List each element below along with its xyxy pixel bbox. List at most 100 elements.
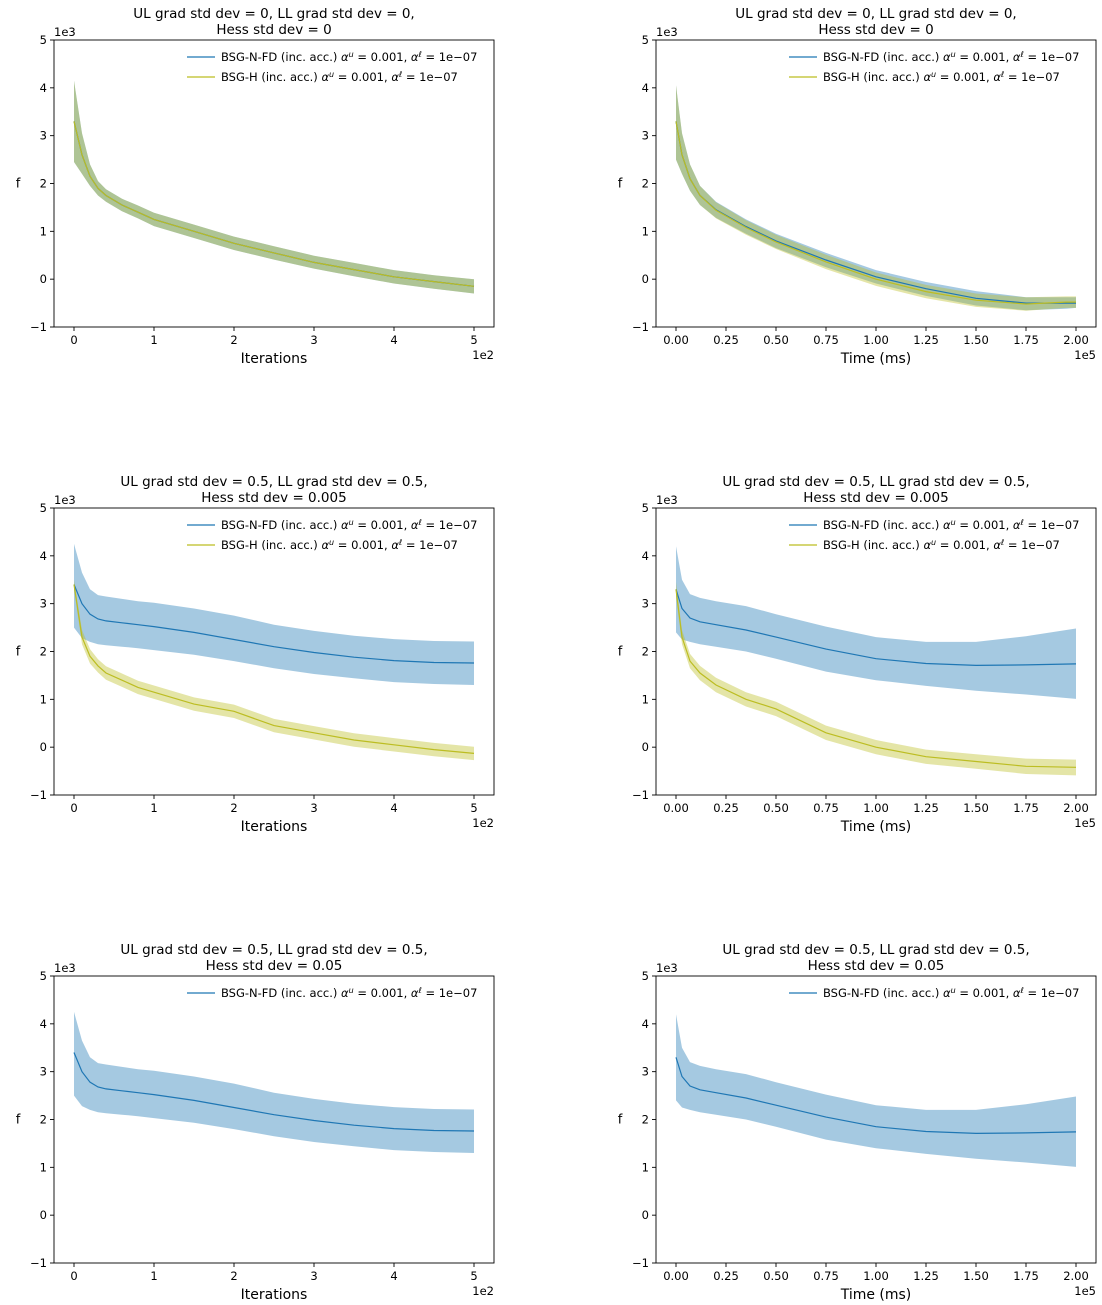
chart-title-line: UL grad std dev = 0.5, LL grad std dev =…	[120, 474, 427, 490]
x-tick-label: 1.25	[913, 1269, 939, 1283]
y-tick-label: 5	[40, 33, 47, 47]
x-tick-label: 0.25	[713, 1269, 739, 1283]
chart-title-line: Hess std dev = 0	[818, 22, 933, 38]
y-tick-label: 3	[642, 129, 649, 143]
x-offset-label: 1e5	[1074, 816, 1096, 830]
legend-entry: BSG-H (inc. acc.) αu = 0.001, αℓ = 1e−07	[823, 538, 1060, 553]
x-axis-label: Iterations	[241, 1287, 308, 1303]
y-tick-label: 0	[40, 1208, 47, 1222]
legend-entry: BSG-N-FD (inc. acc.) αu = 0.001, αℓ = 1e…	[221, 986, 477, 1001]
series-band-1	[676, 546, 1076, 699]
series-line-1	[73, 121, 475, 287]
series-line-2	[675, 589, 1077, 768]
x-tick-label: 4	[390, 333, 397, 347]
y-tick-label: 5	[642, 969, 649, 983]
y-axis-label: f	[16, 645, 21, 660]
chart-title-line: UL grad std dev = 0.5, LL grad std dev =…	[722, 942, 1029, 958]
series-band-1	[74, 1011, 474, 1153]
x-tick-label: 0.25	[713, 801, 739, 815]
x-axis-label: Time (ms)	[840, 351, 912, 367]
x-tick-label: 3	[310, 1269, 317, 1283]
x-tick-label: 1.50	[963, 333, 989, 347]
y-tick-label: 5	[40, 969, 47, 983]
y-tick-label: 5	[40, 501, 47, 515]
legend-entry: BSG-N-FD (inc. acc.) αu = 0.001, αℓ = 1e…	[221, 518, 477, 533]
x-tick-label: 2	[230, 801, 237, 815]
x-tick-label: 1.75	[1013, 801, 1039, 815]
y-tick-label: 2	[642, 1113, 649, 1127]
chart-title-line: UL grad std dev = 0.5, LL grad std dev =…	[120, 942, 427, 958]
chart-title-line: UL grad std dev = 0.5, LL grad std dev =…	[722, 474, 1029, 490]
series-band-1	[676, 1014, 1076, 1167]
legend-entry: BSG-N-FD (inc. acc.) αu = 0.001, αℓ = 1e…	[823, 518, 1079, 533]
x-offset-label: 1e5	[1074, 1284, 1096, 1298]
x-offset-label: 1e2	[472, 348, 494, 362]
x-tick-label: 1.25	[913, 801, 939, 815]
y-tick-label: 4	[642, 81, 649, 95]
series-band-1	[74, 543, 474, 685]
series-band-2	[74, 579, 474, 761]
y-tick-label: 4	[642, 549, 649, 563]
x-offset-label: 1e2	[472, 816, 494, 830]
x-tick-label: 0.50	[763, 1269, 789, 1283]
y-tick-label: 5	[642, 33, 649, 47]
y-tick-label: 3	[40, 129, 47, 143]
y-tick-label: 1	[40, 692, 47, 706]
y-offset-label: 1e3	[54, 961, 76, 975]
y-axis-label: f	[16, 1113, 21, 1128]
x-tick-label: 1.50	[963, 1269, 989, 1283]
chart-title-line: Hess std dev = 0	[216, 22, 331, 38]
plot-area	[73, 543, 475, 761]
y-offset-label: 1e3	[656, 25, 678, 39]
chart-panel-5: UL grad std dev = 0.5, LL grad std dev =…	[16, 942, 495, 1303]
x-axis-label: Iterations	[241, 351, 308, 367]
chart-title-line: Hess std dev = 0.05	[808, 958, 945, 974]
chart-panel-4: UL grad std dev = 0.5, LL grad std dev =…	[618, 474, 1097, 835]
y-tick-label: 4	[40, 1017, 47, 1031]
chart-title-line: Hess std dev = 0.05	[206, 958, 343, 974]
y-axis-label: f	[618, 1113, 623, 1128]
y-tick-label: 2	[40, 1113, 47, 1127]
y-tick-label: 0	[40, 740, 47, 754]
x-tick-label: 2	[230, 333, 237, 347]
x-tick-label: 1.75	[1013, 333, 1039, 347]
y-tick-label: 0	[642, 740, 649, 754]
series-line-1	[73, 584, 475, 664]
y-offset-label: 1e3	[656, 493, 678, 507]
x-offset-label: 1e5	[1074, 348, 1096, 362]
plot-area	[675, 546, 1077, 776]
series-line-1	[675, 1057, 1077, 1135]
chart-panel-6: UL grad std dev = 0.5, LL grad std dev =…	[618, 942, 1097, 1303]
x-tick-label: 3	[310, 801, 317, 815]
y-axis-label: f	[618, 177, 623, 192]
x-axis-label: Time (ms)	[840, 1287, 912, 1303]
legend-entry: BSG-N-FD (inc. acc.) αu = 0.001, αℓ = 1e…	[221, 50, 477, 65]
y-tick-label: 2	[40, 645, 47, 659]
y-tick-label: 5	[642, 501, 649, 515]
series-line-2	[73, 584, 475, 754]
y-tick-label: 3	[642, 597, 649, 611]
y-tick-label: 4	[40, 549, 47, 563]
chart-panel-3: UL grad std dev = 0.5, LL grad std dev =…	[16, 474, 495, 835]
x-tick-label: 0.00	[663, 1269, 689, 1283]
x-tick-label: 4	[390, 801, 397, 815]
x-tick-label: 0	[70, 1269, 77, 1283]
x-tick-label: 3	[310, 333, 317, 347]
x-tick-label: 0.00	[663, 801, 689, 815]
y-tick-label: 1	[642, 692, 649, 706]
x-tick-label: 2.00	[1063, 333, 1089, 347]
x-tick-label: 0.75	[813, 801, 839, 815]
x-offset-label: 1e2	[472, 1284, 494, 1298]
x-tick-label: 5	[470, 801, 477, 815]
series-line-1	[675, 589, 1077, 667]
series-line-1	[73, 1052, 475, 1132]
y-tick-label: 0	[40, 272, 47, 286]
x-tick-label: 0	[70, 801, 77, 815]
x-tick-label: 1.25	[913, 333, 939, 347]
x-tick-label: 5	[470, 1269, 477, 1283]
chart-title-line: Hess std dev = 0.005	[803, 490, 948, 506]
x-tick-label: 0.75	[813, 333, 839, 347]
y-tick-label: 3	[40, 597, 47, 611]
legend-entry: BSG-N-FD (inc. acc.) αu = 0.001, αℓ = 1e…	[823, 986, 1079, 1001]
